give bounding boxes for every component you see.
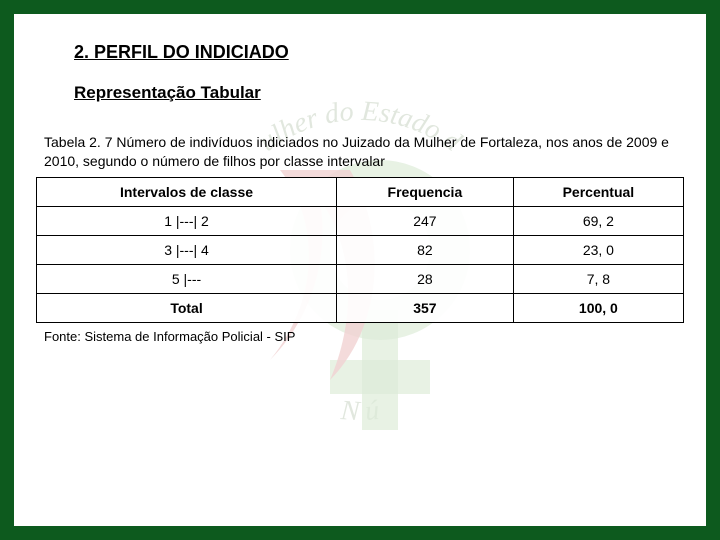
cell: 82 — [337, 235, 514, 264]
table-row: 1 |---| 2 247 69, 2 — [37, 206, 684, 235]
cell: 28 — [337, 264, 514, 293]
table-header-row: Intervalos de classe Frequencia Percentu… — [37, 177, 684, 206]
cell: 357 — [337, 293, 514, 322]
table-row-total: Total 357 100, 0 — [37, 293, 684, 322]
cell: Total — [37, 293, 337, 322]
data-table: Intervalos de classe Frequencia Percentu… — [36, 177, 684, 323]
subsection-title: Representação Tabular — [74, 83, 686, 103]
cell: 1 |---| 2 — [37, 206, 337, 235]
col-header: Frequencia — [337, 177, 514, 206]
table-row: 3 |---| 4 82 23, 0 — [37, 235, 684, 264]
table-caption: Tabela 2. 7 Número de indivíduos indicia… — [44, 133, 676, 171]
content-area: 2. PERFIL DO INDICIADO Representação Tab… — [14, 14, 706, 344]
slide-frame: ulher do Estado d N ú 2. PERFIL DO INDIC… — [0, 0, 720, 540]
cell: 23, 0 — [513, 235, 683, 264]
col-header: Intervalos de classe — [37, 177, 337, 206]
section-title: 2. PERFIL DO INDICIADO — [74, 42, 686, 63]
table-row: 5 |--- 28 7, 8 — [37, 264, 684, 293]
table-source: Fonte: Sistema de Informação Policial - … — [44, 329, 676, 344]
cell: 5 |--- — [37, 264, 337, 293]
cell: 247 — [337, 206, 514, 235]
svg-text:N ú: N ú — [339, 395, 381, 427]
cell: 69, 2 — [513, 206, 683, 235]
cell: 7, 8 — [513, 264, 683, 293]
cell: 3 |---| 4 — [37, 235, 337, 264]
col-header: Percentual — [513, 177, 683, 206]
cell: 100, 0 — [513, 293, 683, 322]
